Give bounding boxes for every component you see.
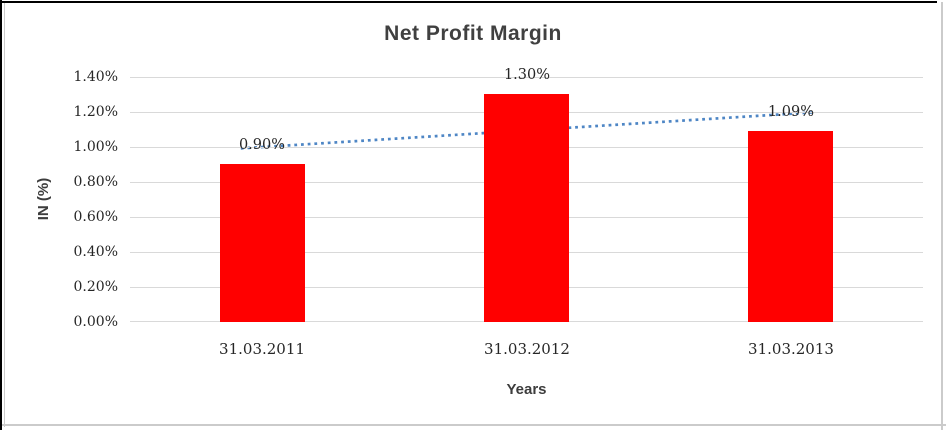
bar-data-label: 1.09% xyxy=(767,103,815,120)
gridline xyxy=(130,77,923,78)
y-axis-tick-label: 1.40% xyxy=(73,69,118,85)
frame-border-right xyxy=(941,2,943,430)
x-axis-tick-label: 31.03.2013 xyxy=(748,340,834,358)
y-axis-tick-label: 0.60% xyxy=(73,209,118,225)
frame-border-left xyxy=(0,0,2,430)
y-axis-tick-label: 0.20% xyxy=(73,279,118,295)
bar-data-label: 0.90% xyxy=(238,136,286,153)
y-axis-tick-label: 0.80% xyxy=(73,174,118,190)
x-axis-tick-label: 31.03.2011 xyxy=(219,340,305,358)
frame-border-top xyxy=(0,1,937,3)
x-axis-title: Years xyxy=(506,381,547,398)
y-axis-tick-label: 0.40% xyxy=(73,244,118,260)
plot-area: 0.90% 1.30% 1.09% xyxy=(130,67,923,322)
bar-data-label: 1.30% xyxy=(503,66,551,83)
y-axis-tick-label: 1.00% xyxy=(73,139,118,155)
bar-31.03.2013 xyxy=(748,131,833,322)
bar-31.03.2011 xyxy=(220,164,305,322)
frame-border-left-inner xyxy=(4,3,5,427)
y-axis-tick-label: 1.20% xyxy=(73,104,118,120)
chart-title: Net Profit Margin xyxy=(384,22,562,45)
frame-border-bottom xyxy=(2,424,946,426)
x-axis-tick-label: 31.03.2012 xyxy=(484,340,570,358)
y-axis-tick-label: 0.00% xyxy=(73,314,118,330)
y-axis-title: IN (%) xyxy=(35,177,52,221)
bar-31.03.2012 xyxy=(484,94,569,322)
